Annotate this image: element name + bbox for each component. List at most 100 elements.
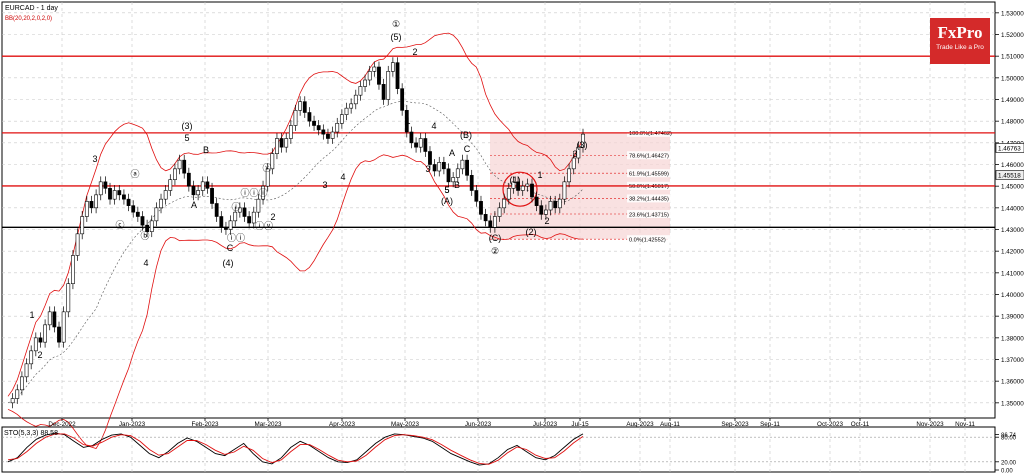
price-axis: 1.53000 1.52000 1.51000 1.50000 1.49000 1.480… bbox=[995, 10, 1024, 407]
y-tick-label: 1.49000 bbox=[1001, 97, 1024, 104]
bear-candle bbox=[214, 203, 219, 217]
bull-candle bbox=[29, 350, 34, 365]
wave-label: 5 bbox=[184, 133, 189, 143]
x-tick-label: May-2023 bbox=[391, 421, 419, 428]
bull-candle bbox=[293, 110, 298, 126]
bull-candle bbox=[288, 125, 293, 139]
bull-candle bbox=[251, 211, 256, 224]
bull-candle bbox=[66, 283, 71, 313]
bear-candle bbox=[117, 190, 122, 196]
wave-label: 3 bbox=[92, 154, 97, 164]
wave-label: ⓘⓘⓘ bbox=[240, 188, 267, 198]
wave-label: 2 bbox=[544, 216, 549, 226]
bull-candle bbox=[567, 168, 571, 183]
bear-candle bbox=[428, 151, 432, 165]
bear-candle bbox=[89, 201, 94, 209]
bull-candle bbox=[159, 198, 163, 209]
bull-candle bbox=[94, 194, 99, 209]
fib-level-label: 100.0%(1.47462) bbox=[629, 131, 672, 137]
bull-candle bbox=[455, 168, 460, 178]
y-tick-label: 1.37000 bbox=[1001, 357, 1024, 364]
wave-label: 3 bbox=[322, 180, 327, 190]
bear-candle bbox=[404, 110, 409, 133]
bull-candle bbox=[71, 255, 75, 284]
y-tick-label: 1.53000 bbox=[1001, 10, 1024, 17]
fib-label-bg bbox=[627, 210, 682, 219]
fib-label-bg bbox=[627, 194, 682, 203]
bull-candle bbox=[168, 179, 173, 191]
bull-candle bbox=[390, 62, 395, 72]
bull-candle bbox=[492, 216, 497, 228]
wave-label: 1 bbox=[29, 310, 34, 320]
bull-candle bbox=[163, 190, 168, 200]
bear-candle bbox=[312, 120, 316, 126]
candles bbox=[10, 57, 585, 409]
price-tag-label: 1.45518 bbox=[998, 172, 1021, 179]
wave-label: B bbox=[454, 180, 460, 190]
bear-candle bbox=[38, 337, 43, 343]
wave-label: 2 bbox=[412, 47, 417, 57]
horizontal-levels bbox=[2, 55, 995, 228]
bear-candle bbox=[224, 227, 228, 230]
x-tick-label: Jul-15 bbox=[571, 421, 589, 428]
stoch-tick-label: 0.00 bbox=[1001, 469, 1013, 474]
bull-candle bbox=[497, 207, 502, 217]
bull-candle bbox=[15, 389, 20, 399]
fib-level-label: 61.9%(1.45599) bbox=[629, 171, 669, 177]
bear-candle bbox=[409, 131, 414, 144]
price-tag-box bbox=[995, 143, 1024, 153]
bear-candle bbox=[321, 129, 326, 135]
bull-candle bbox=[451, 177, 456, 183]
fib-level-label: 0.0%(1.42552) bbox=[629, 238, 666, 244]
y-tick-label: 1.51000 bbox=[1001, 54, 1024, 61]
wave-label: ① bbox=[392, 19, 400, 29]
wave-label: ⓘⓘ bbox=[227, 233, 245, 243]
x-tick-label: Feb-2023 bbox=[192, 421, 219, 428]
time-axis: Dec-2022 Jan-2023 Feb-2023 Mar-2023 Apr-2023… bbox=[48, 418, 975, 428]
x-tick-label: Oct-11 bbox=[851, 421, 870, 428]
bull-candle bbox=[149, 220, 154, 232]
bull-candle bbox=[261, 185, 265, 200]
bull-candle bbox=[20, 376, 24, 391]
bear-candle bbox=[210, 188, 214, 204]
bull-candle bbox=[525, 183, 530, 187]
brand-name: FxPro bbox=[937, 23, 983, 42]
y-tick-label: 1.46000 bbox=[1001, 162, 1024, 169]
wave-label: (B) bbox=[460, 130, 472, 140]
y-tick-label: 1.45000 bbox=[1001, 184, 1024, 191]
bear-candle bbox=[483, 214, 488, 222]
wave-label: (2) bbox=[526, 227, 537, 237]
x-tick-label: Oct-2023 bbox=[817, 421, 843, 428]
wave-label: 5 bbox=[444, 185, 449, 195]
bull-candle bbox=[581, 133, 585, 148]
y-tick-label: 1.39000 bbox=[1001, 314, 1024, 321]
bollinger-middle bbox=[7, 100, 584, 404]
wave-label: (1) bbox=[510, 175, 521, 185]
bull-candle bbox=[298, 101, 303, 111]
wave-label: C bbox=[464, 144, 471, 154]
x-tick-label: Sep-2023 bbox=[721, 421, 749, 428]
fxpro-logo: FxPro Trade Like a Pro bbox=[930, 18, 990, 64]
bear-candle bbox=[441, 162, 446, 170]
bear-candle bbox=[381, 84, 386, 100]
wave-label: 3 bbox=[572, 149, 577, 159]
bull-candle bbox=[544, 209, 548, 215]
bull-candle bbox=[511, 181, 516, 189]
wave-label: ⓑ bbox=[140, 231, 149, 241]
fib-level-label: 50.0%(1.45017) bbox=[629, 184, 669, 190]
y-tick-label: 1.42000 bbox=[1001, 249, 1024, 256]
bull-candle bbox=[43, 324, 47, 343]
bear-candle bbox=[219, 216, 224, 228]
stoch-label: STO(5,3,3) 88.58 bbox=[4, 430, 58, 437]
bull-candle bbox=[571, 157, 576, 170]
bull-candle bbox=[270, 153, 275, 170]
wave-label: (3) bbox=[182, 121, 193, 131]
bull-candle bbox=[330, 131, 335, 139]
wave-label: (3) bbox=[577, 140, 588, 150]
bull-candle bbox=[460, 159, 465, 170]
x-tick-label: Jun-2023 bbox=[465, 421, 492, 428]
bear-candle bbox=[131, 205, 136, 213]
wave-label: A bbox=[191, 200, 197, 210]
bull-candle bbox=[335, 123, 340, 133]
